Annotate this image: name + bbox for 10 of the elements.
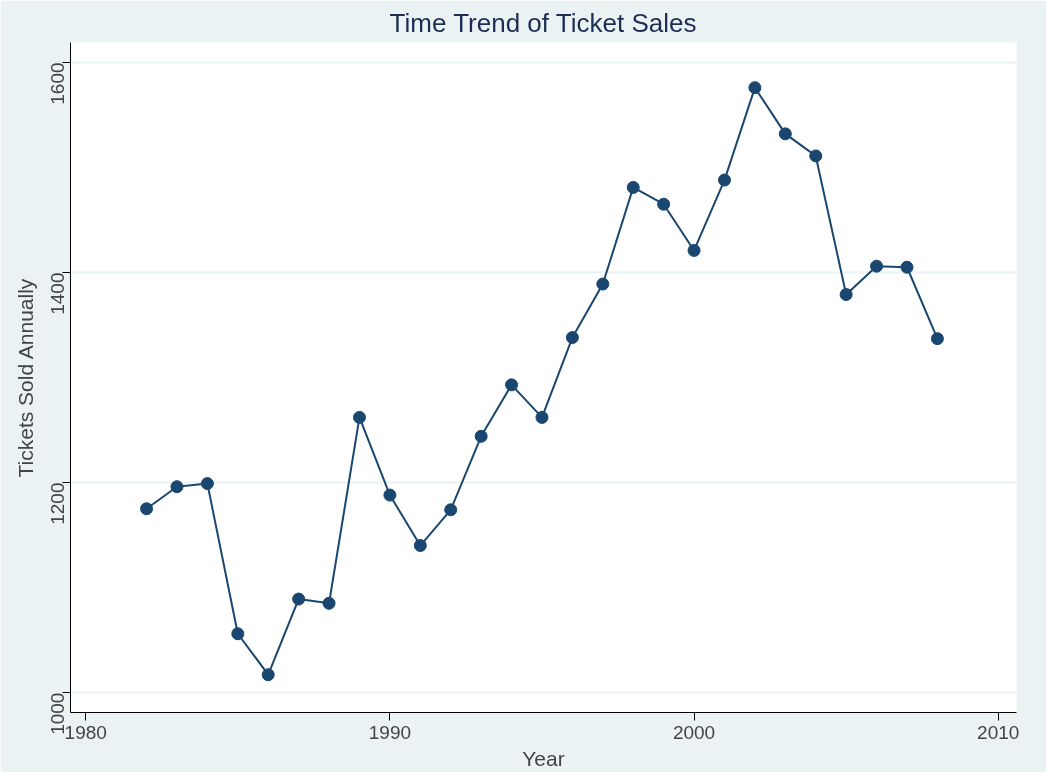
y-axis-title: Tickets Sold Annually: [13, 278, 37, 478]
x-axis-title: Year: [522, 746, 565, 770]
chart-title: Time Trend of Ticket Sales: [389, 7, 697, 38]
y-tick-label: 1400: [47, 272, 68, 315]
x-tick-label: 1990: [368, 721, 412, 743]
x-tick-label: 2010: [977, 721, 1020, 743]
y-tick-label: 1600: [47, 62, 68, 105]
y-tick-label: 1200: [47, 482, 68, 525]
x-tick-label: 1980: [64, 721, 107, 743]
x-tick-label: 2000: [672, 721, 716, 743]
